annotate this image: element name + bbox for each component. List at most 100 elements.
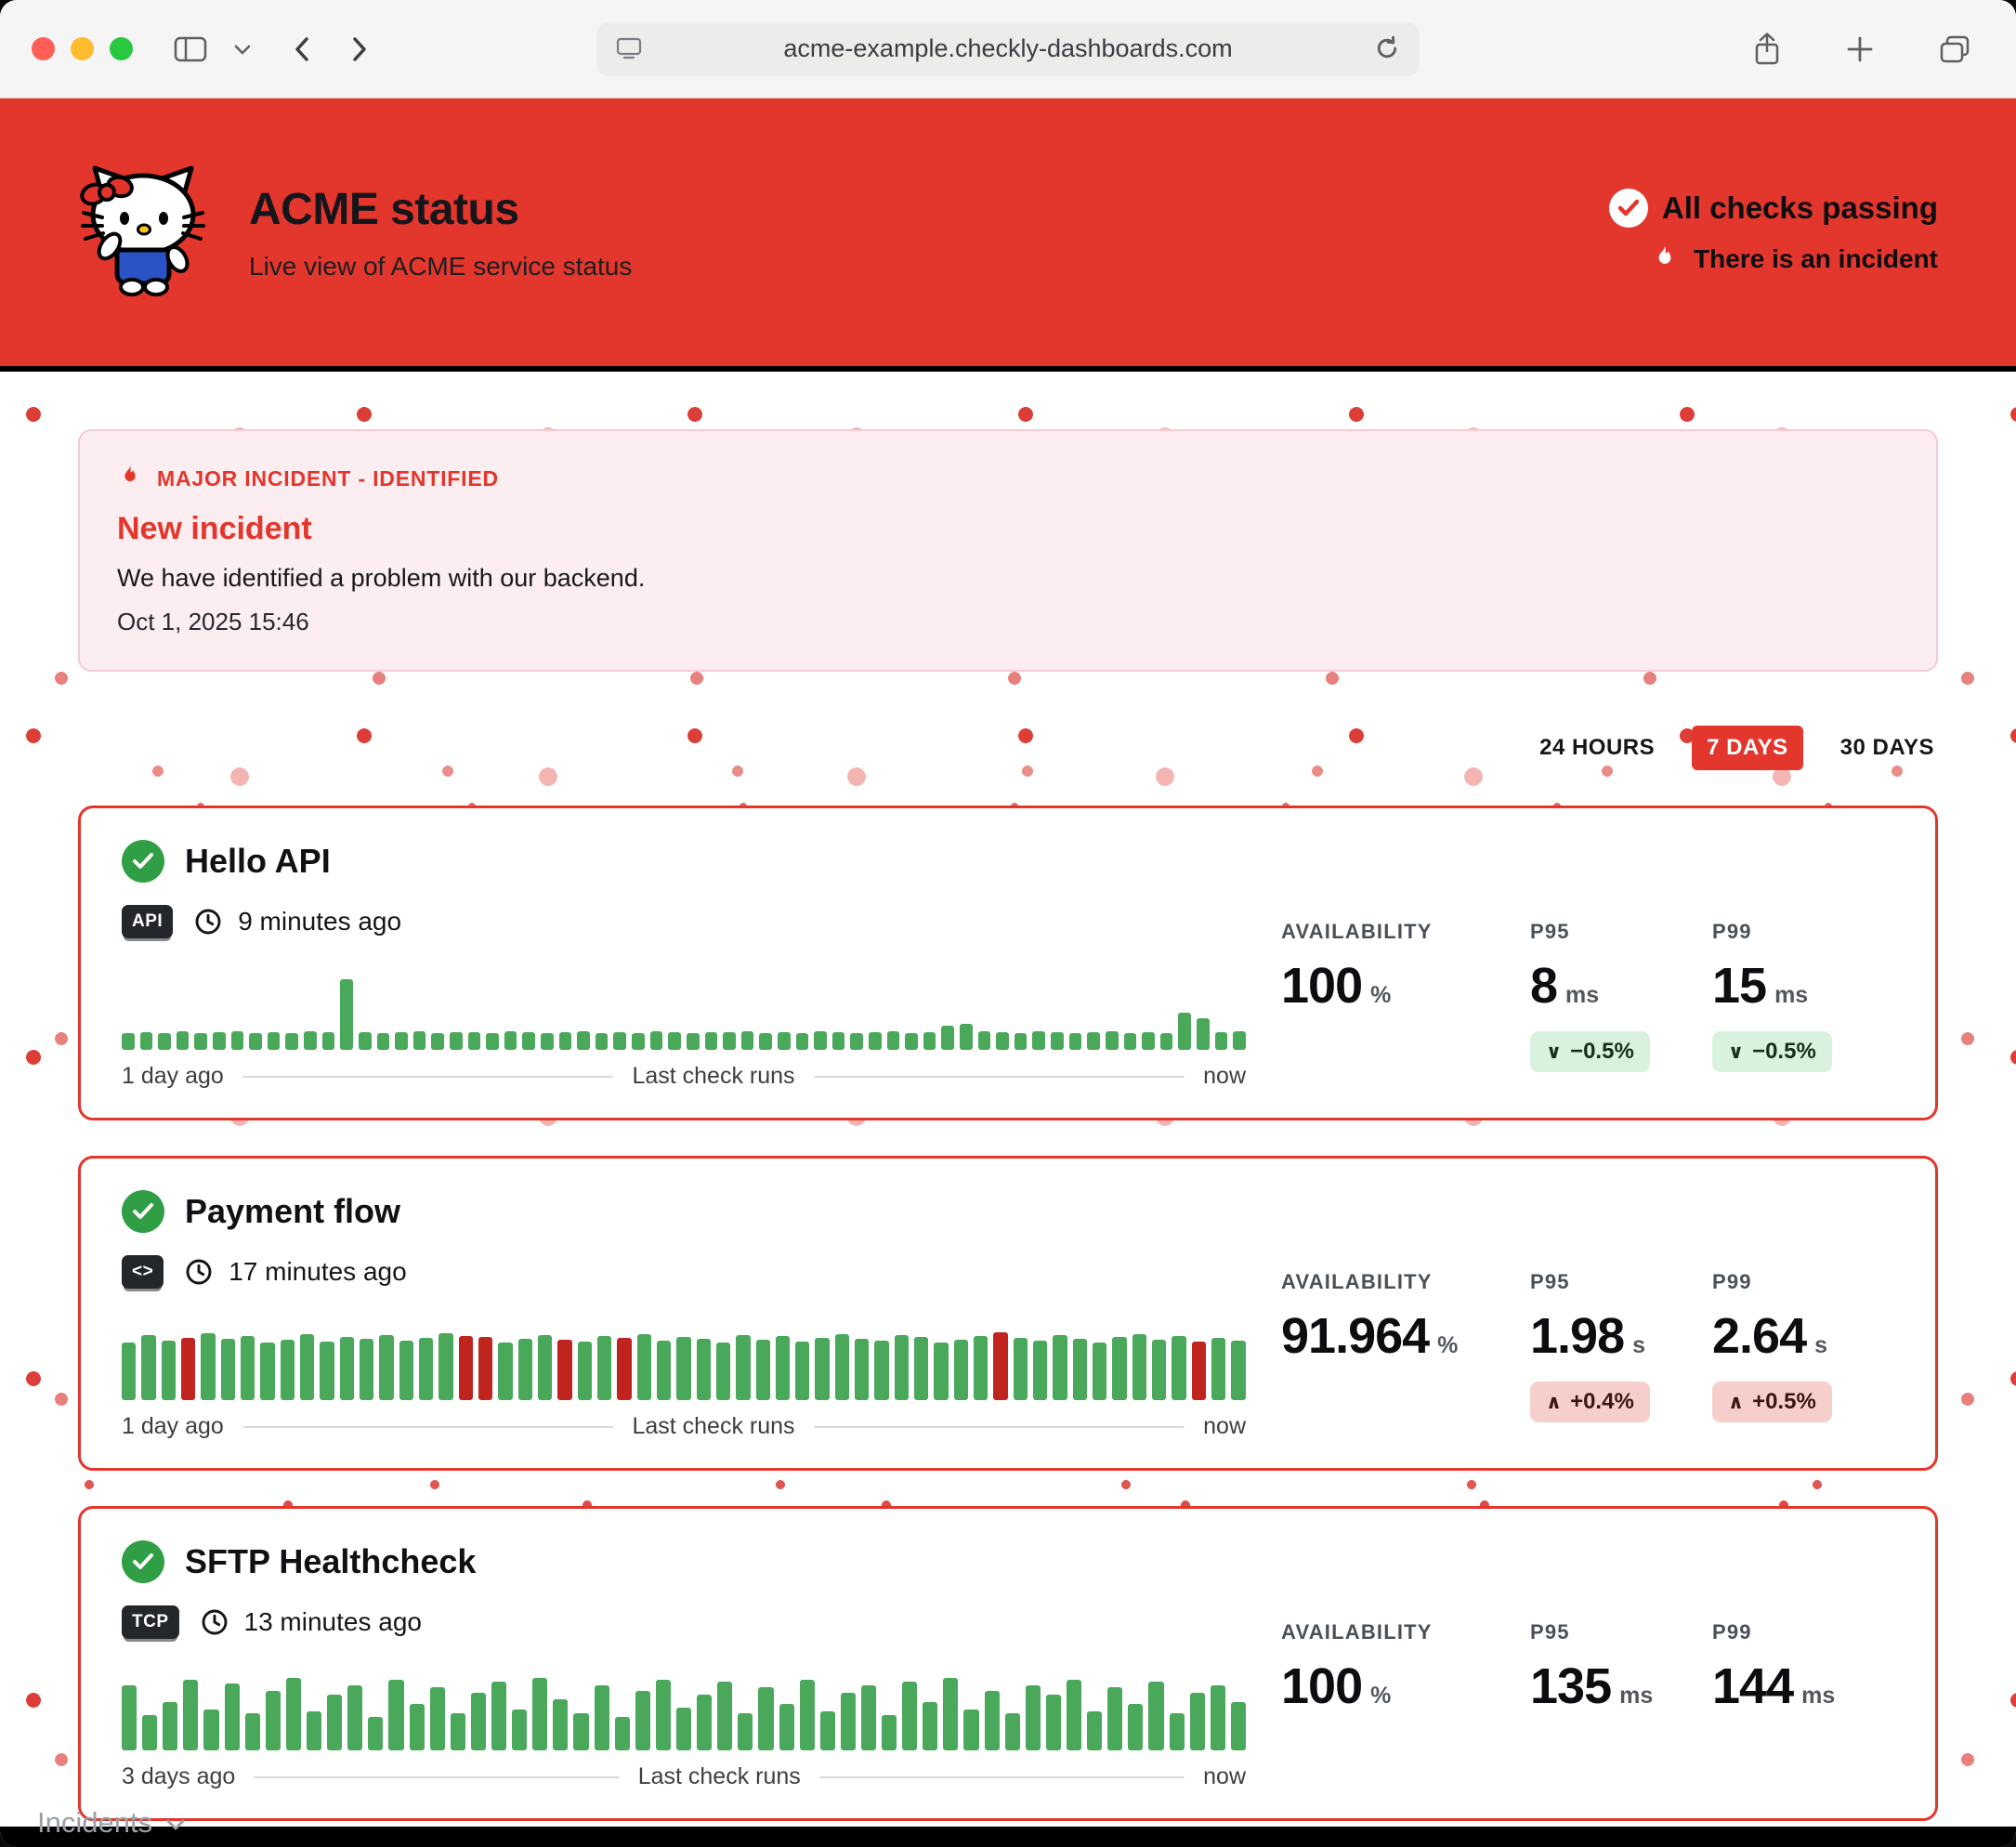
- check-type-badge: API: [122, 905, 174, 938]
- chart-axis: 3 days ago Last check runs now: [122, 1763, 1246, 1790]
- back-button[interactable]: [293, 34, 311, 64]
- axis-right-label: now: [1203, 1763, 1247, 1789]
- chart-axis: 1 day ago Last check runs now: [122, 1063, 1246, 1090]
- check-card-sftp-healthcheck: SFTP Healthcheck TCP 13 minutes ago 3 da…: [78, 1506, 1938, 1821]
- incident-timestamp: Oct 1, 2025 15:46: [117, 608, 309, 635]
- availability-unit: %: [1437, 1332, 1459, 1358]
- flame-icon: [117, 463, 143, 494]
- check-history-chart: [122, 1315, 1246, 1400]
- check-stats: AVAILABILITY 91.964% P95 1.98 s ∧ +0.4% P9…: [1281, 1190, 1894, 1440]
- p99-value: 15: [1712, 958, 1767, 1014]
- incident-message: We have identified a problem with our ba…: [117, 564, 646, 592]
- check-name: Payment flow: [185, 1192, 401, 1230]
- tab-overview-button[interactable]: [1938, 33, 1971, 65]
- share-button[interactable]: [1752, 32, 1782, 67]
- check-stats: AVAILABILITY 100% P95 8 ms ∨ −0.5% P99 15 m…: [1281, 840, 1894, 1090]
- p95-label: P95: [1530, 1620, 1570, 1644]
- range-7-days[interactable]: 7 DAYS: [1692, 726, 1803, 770]
- sidebar-chevron-button[interactable]: [233, 43, 252, 56]
- axis-left-label: 1 day ago: [122, 1413, 224, 1439]
- availability-value: 100: [1281, 958, 1363, 1014]
- range-30-days[interactable]: 30 DAYS: [1837, 726, 1938, 770]
- p95-unit: s: [1632, 1332, 1646, 1358]
- availability-label: AVAILABILITY: [1281, 1270, 1433, 1293]
- axis-center-label: Last check runs: [632, 1063, 795, 1089]
- check-type-badge: TCP: [122, 1605, 179, 1639]
- incidents-label: Incidents: [37, 1806, 153, 1839]
- incident-title: New incident: [117, 511, 312, 546]
- time-range-selector: 24 HOURS 7 DAYS 30 DAYS: [78, 726, 1938, 770]
- p99-unit: s: [1814, 1332, 1828, 1358]
- forward-button[interactable]: [350, 34, 369, 64]
- check-stats: AVAILABILITY 100% P95 135 ms P99 144 ms: [1281, 1540, 1894, 1790]
- availability-unit: %: [1370, 1683, 1392, 1709]
- zoom-window-button[interactable]: [110, 37, 133, 60]
- clock-icon: [184, 1257, 214, 1287]
- check-passing-icon: [122, 1540, 164, 1583]
- dashboard-page: ACME status Live view of ACME service st…: [0, 98, 2016, 1847]
- p95-value: 135: [1530, 1658, 1612, 1714]
- p95-value: 1.98: [1530, 1308, 1625, 1364]
- minimize-window-button[interactable]: [71, 37, 94, 60]
- check-type-badge: <>: [122, 1255, 164, 1289]
- page-footer-bar: [0, 1827, 2016, 1847]
- check-passing-icon: [122, 1190, 164, 1233]
- reload-icon[interactable]: [1373, 34, 1401, 69]
- axis-left-label: 1 day ago: [122, 1063, 224, 1089]
- axis-center-label: Last check runs: [632, 1413, 795, 1439]
- check-name: Hello API: [185, 842, 331, 880]
- axis-right-label: now: [1203, 1413, 1247, 1439]
- page-icon: [615, 35, 643, 68]
- availability-unit: %: [1370, 982, 1392, 1008]
- check-card-payment-flow: Payment flow <> 17 minutes ago 1 day ago…: [78, 1156, 1938, 1471]
- p95-label: P95: [1530, 1270, 1570, 1293]
- all-checks-passing-text: All checks passing: [1661, 190, 1938, 225]
- incident-kicker: MAJOR INCIDENT - IDENTIFIED: [157, 465, 499, 491]
- p95-unit: ms: [1565, 982, 1600, 1008]
- clock-icon: [193, 907, 223, 937]
- p95-label: P95: [1530, 920, 1570, 943]
- p99-unit: ms: [1774, 982, 1809, 1008]
- p99-unit: ms: [1801, 1683, 1836, 1709]
- p99-value: 2.64: [1712, 1308, 1807, 1364]
- check-card-hello-api: Hello API API 9 minutes ago 1 day ago La…: [78, 806, 1938, 1120]
- url-text: acme-example.checkly-dashboards.com: [783, 34, 1233, 62]
- incident-banner: MAJOR INCIDENT - IDENTIFIED New incident…: [78, 429, 1938, 672]
- p99-value: 144: [1712, 1658, 1794, 1714]
- axis-line: [813, 1425, 1185, 1428]
- close-window-button[interactable]: [32, 37, 55, 60]
- axis-line: [242, 1075, 614, 1078]
- sidebar-toggle-button[interactable]: [174, 35, 207, 63]
- axis-center-label: Last check runs: [637, 1763, 801, 1789]
- axis-line: [254, 1775, 620, 1778]
- dashboard-main: MAJOR INCIDENT - IDENTIFIED New incident…: [0, 372, 2016, 1827]
- check-passing-icon: [122, 840, 164, 883]
- last-run-text: 17 minutes ago: [229, 1257, 407, 1286]
- address-bar[interactable]: acme-example.checkly-dashboards.com: [596, 21, 1420, 76]
- last-run-text: 9 minutes ago: [238, 907, 402, 936]
- p99-delta-badge: ∧ +0.5%: [1712, 1382, 1832, 1422]
- incident-note-text: There is an incident: [1694, 244, 1938, 273]
- p99-label: P99: [1712, 1620, 1752, 1644]
- p95-delta-badge: ∧ +0.4%: [1530, 1382, 1650, 1422]
- axis-line: [242, 1425, 614, 1428]
- range-24-hours[interactable]: 24 HOURS: [1536, 726, 1658, 770]
- header-divider: [0, 366, 2016, 372]
- availability-value: 100: [1281, 1658, 1363, 1714]
- p99-label: P99: [1712, 920, 1752, 943]
- availability-value: 91.964: [1281, 1308, 1430, 1364]
- p95-value: 8: [1530, 958, 1558, 1014]
- incidents-expander[interactable]: Incidents: [37, 1806, 187, 1840]
- new-tab-button[interactable]: [1845, 34, 1875, 64]
- axis-line: [813, 1075, 1185, 1078]
- availability-label: AVAILABILITY: [1281, 1620, 1433, 1644]
- page-subtitle: Live view of ACME service status: [249, 251, 633, 281]
- check-history-chart: [122, 1665, 1247, 1750]
- axis-line: [818, 1775, 1185, 1778]
- last-run-text: 13 minutes ago: [243, 1607, 422, 1636]
- browser-chrome: acme-example.checkly-dashboards.com: [0, 0, 2016, 98]
- axis-right-label: now: [1203, 1063, 1247, 1089]
- chevron-down-icon: [164, 1806, 187, 1840]
- status-header: ACME status Live view of ACME service st…: [0, 98, 2016, 366]
